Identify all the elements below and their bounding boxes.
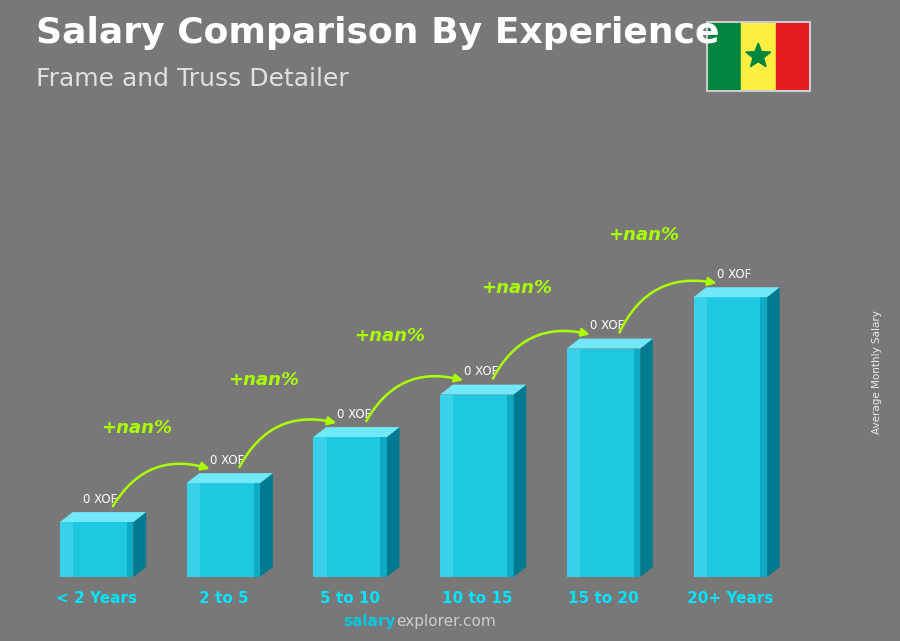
- Text: Salary Comparison By Experience: Salary Comparison By Experience: [36, 16, 719, 50]
- Polygon shape: [567, 349, 580, 577]
- Text: +nan%: +nan%: [482, 279, 553, 297]
- Text: +nan%: +nan%: [228, 371, 299, 389]
- Text: salary: salary: [344, 615, 396, 629]
- Polygon shape: [60, 522, 133, 577]
- Polygon shape: [746, 43, 770, 67]
- Bar: [776, 22, 810, 90]
- Bar: [741, 22, 776, 90]
- Text: explorer.com: explorer.com: [396, 615, 496, 629]
- Polygon shape: [60, 522, 73, 577]
- Polygon shape: [60, 512, 146, 522]
- Polygon shape: [760, 297, 767, 577]
- Polygon shape: [694, 287, 779, 297]
- Polygon shape: [640, 338, 653, 577]
- Text: Frame and Truss Detailer: Frame and Truss Detailer: [36, 67, 349, 91]
- Polygon shape: [133, 512, 146, 577]
- Polygon shape: [514, 385, 526, 577]
- Polygon shape: [186, 483, 260, 577]
- Text: 0 XOF: 0 XOF: [590, 319, 625, 332]
- Polygon shape: [387, 427, 400, 577]
- Polygon shape: [507, 395, 514, 577]
- Polygon shape: [127, 522, 133, 577]
- Text: 0 XOF: 0 XOF: [464, 365, 498, 378]
- Polygon shape: [694, 297, 767, 577]
- Text: +nan%: +nan%: [608, 226, 679, 244]
- Polygon shape: [186, 483, 200, 577]
- Text: +nan%: +nan%: [355, 327, 426, 345]
- Text: 0 XOF: 0 XOF: [337, 408, 371, 420]
- Polygon shape: [313, 437, 327, 577]
- Polygon shape: [440, 385, 526, 395]
- Polygon shape: [440, 395, 454, 577]
- Polygon shape: [381, 437, 387, 577]
- Polygon shape: [634, 349, 640, 577]
- Text: 0 XOF: 0 XOF: [210, 454, 244, 467]
- Polygon shape: [440, 395, 514, 577]
- Polygon shape: [567, 338, 653, 349]
- Text: 0 XOF: 0 XOF: [717, 268, 752, 281]
- Polygon shape: [254, 483, 260, 577]
- Polygon shape: [313, 437, 387, 577]
- Polygon shape: [260, 473, 273, 577]
- Text: +nan%: +nan%: [101, 419, 172, 437]
- Polygon shape: [313, 427, 400, 437]
- Text: 0 XOF: 0 XOF: [84, 493, 118, 506]
- Polygon shape: [767, 287, 779, 577]
- Polygon shape: [186, 473, 273, 483]
- Polygon shape: [567, 349, 640, 577]
- Polygon shape: [694, 297, 706, 577]
- Bar: [706, 22, 741, 90]
- Text: Average Monthly Salary: Average Monthly Salary: [872, 310, 883, 434]
